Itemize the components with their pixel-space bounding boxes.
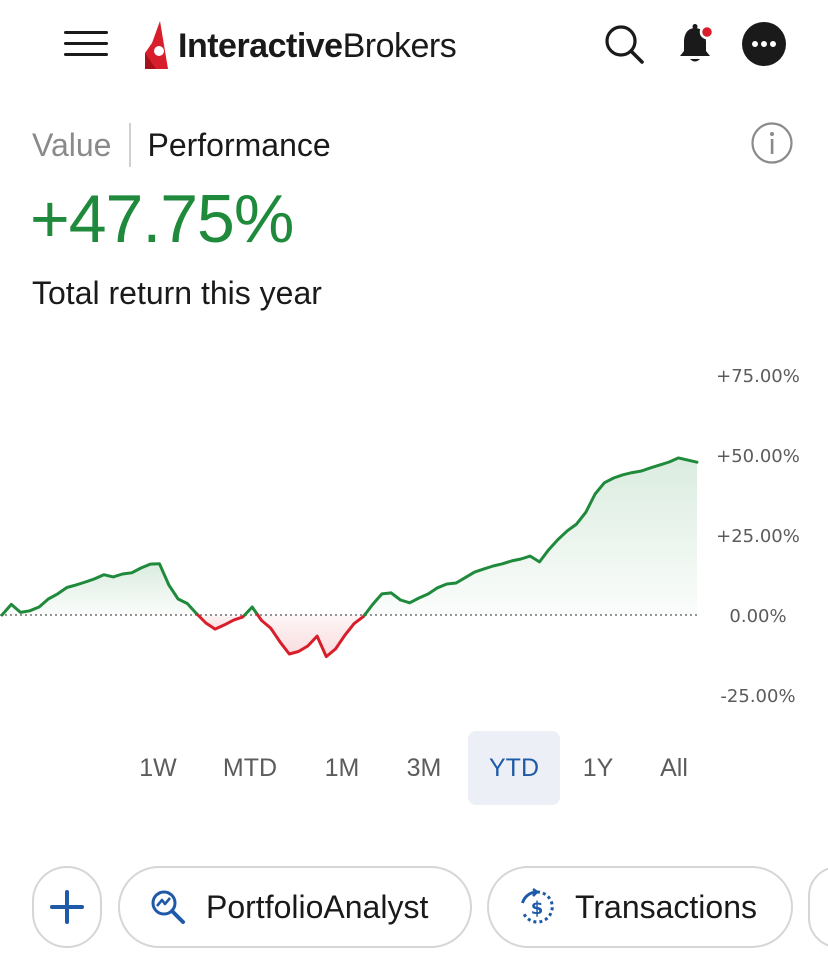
y-tick-label: -25.00% [720,686,795,707]
toggle-divider [129,123,132,167]
quick-actions: PortfolioAnalyst $ Transactions [0,866,828,952]
logo-mark-icon [145,21,168,69]
y-tick-label: +75.00% [716,366,800,387]
range-tab-3m[interactable]: 3M [406,753,442,782]
portfolio-analyst-button[interactable]: PortfolioAnalyst [118,866,472,948]
chart-line-positive [0,562,200,617]
performance-caption: Total return this year [32,275,322,311]
logo-text: InteractiveBrokers [178,26,457,66]
menu-icon[interactable] [62,28,110,60]
range-tab-1y[interactable]: 1Y [582,753,614,782]
add-button[interactable] [32,866,102,948]
range-tab-all[interactable]: All [660,753,688,782]
chart-area-positive [2,563,198,615]
chart-area-positive [364,457,697,615]
transactions-label: Transactions [575,888,757,925]
logo-bold-text: Interactive [178,26,343,65]
chart-line-negative [256,613,367,659]
plus-icon [50,890,84,924]
more-icon[interactable] [742,22,786,66]
svg-text:$: $ [531,898,544,919]
range-tab-1w[interactable]: 1W [139,753,177,782]
logo: InteractiveBrokers [142,20,457,72]
toggle-performance[interactable]: Performance [147,126,331,163]
chart-area-negative [197,615,245,630]
more-chip[interactable] [808,866,828,948]
search-icon[interactable] [602,22,646,66]
chart-line-positive [243,605,260,617]
transactions-button[interactable]: $ Transactions [487,866,793,948]
chart-area-negative [257,615,365,657]
performance-value: +47.75% [30,181,294,257]
view-toggle: Value Performance [32,122,331,168]
analyze-icon [151,890,185,924]
range-tab-mtd[interactable]: MTD [222,753,278,782]
performance-chart[interactable]: +75.00% +50.00% +25.00% 0.00% -25.00% [0,350,828,720]
bell-icon[interactable] [674,22,718,66]
chart-line-positive [363,456,699,617]
logo-light-text: Brokers [342,26,457,65]
chart-line-negative [196,613,247,631]
info-icon[interactable] [750,121,794,165]
range-tab-1m[interactable]: 1M [324,753,360,782]
toggle-value[interactable]: Value [32,126,112,163]
range-selector: 1W MTD 1M 3M YTD 1Y All [120,731,712,805]
range-tab-ytd[interactable]: YTD [468,731,560,805]
y-tick-label: +25.00% [716,526,800,547]
y-tick-label: 0.00% [729,606,786,627]
y-tick-label: +50.00% [716,446,800,467]
portfolio-analyst-label: PortfolioAnalyst [206,888,429,925]
app-header: InteractiveBrokers [0,0,828,100]
dollar-cycle-icon: $ [521,887,554,924]
